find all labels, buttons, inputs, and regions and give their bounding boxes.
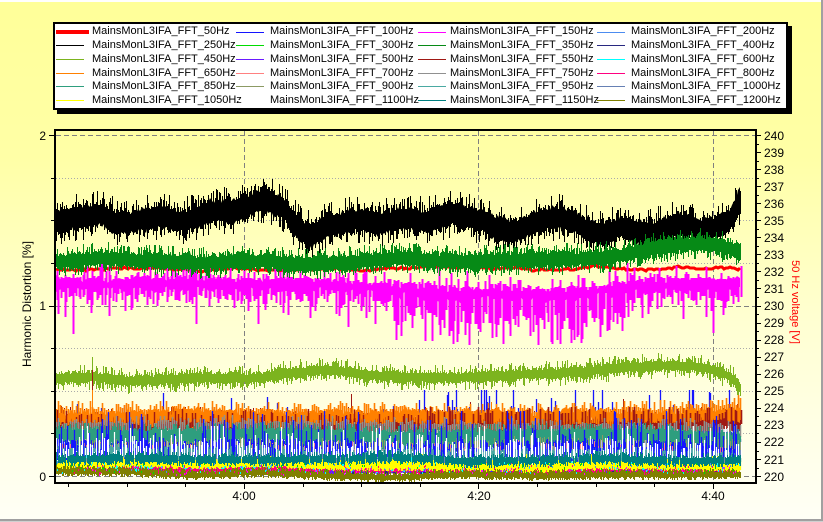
- svg-text:237: 237: [764, 180, 784, 194]
- svg-text:236: 236: [764, 197, 784, 211]
- svg-text:0: 0: [39, 470, 46, 484]
- svg-text:228: 228: [764, 333, 784, 347]
- svg-text:224: 224: [764, 401, 784, 415]
- svg-text:1: 1: [39, 299, 46, 313]
- svg-text:50 Hz voltage [V]: 50 Hz voltage [V]: [789, 260, 801, 344]
- svg-text:232: 232: [764, 265, 784, 279]
- svg-text:222: 222: [764, 435, 784, 449]
- svg-text:235: 235: [764, 214, 784, 228]
- svg-text:229: 229: [764, 316, 784, 330]
- svg-text:4:20: 4:20: [467, 489, 491, 503]
- svg-text:240: 240: [764, 129, 784, 143]
- svg-text:2: 2: [39, 129, 46, 143]
- svg-text:223: 223: [764, 418, 784, 432]
- svg-text:230: 230: [764, 299, 784, 313]
- svg-text:Harmonic Distortion [%]: Harmonic Distortion [%]: [20, 241, 34, 367]
- svg-text:238: 238: [764, 163, 784, 177]
- svg-text:220: 220: [764, 470, 784, 484]
- svg-text:227: 227: [764, 350, 784, 364]
- svg-text:231: 231: [764, 282, 784, 296]
- svg-text:4:00: 4:00: [232, 489, 256, 503]
- svg-text:226: 226: [764, 367, 784, 381]
- svg-text:225: 225: [764, 384, 784, 398]
- svg-text:234: 234: [764, 231, 784, 245]
- svg-text:239: 239: [764, 146, 784, 160]
- svg-text:233: 233: [764, 248, 784, 262]
- svg-text:4:40: 4:40: [701, 489, 725, 503]
- svg-text:221: 221: [764, 453, 784, 467]
